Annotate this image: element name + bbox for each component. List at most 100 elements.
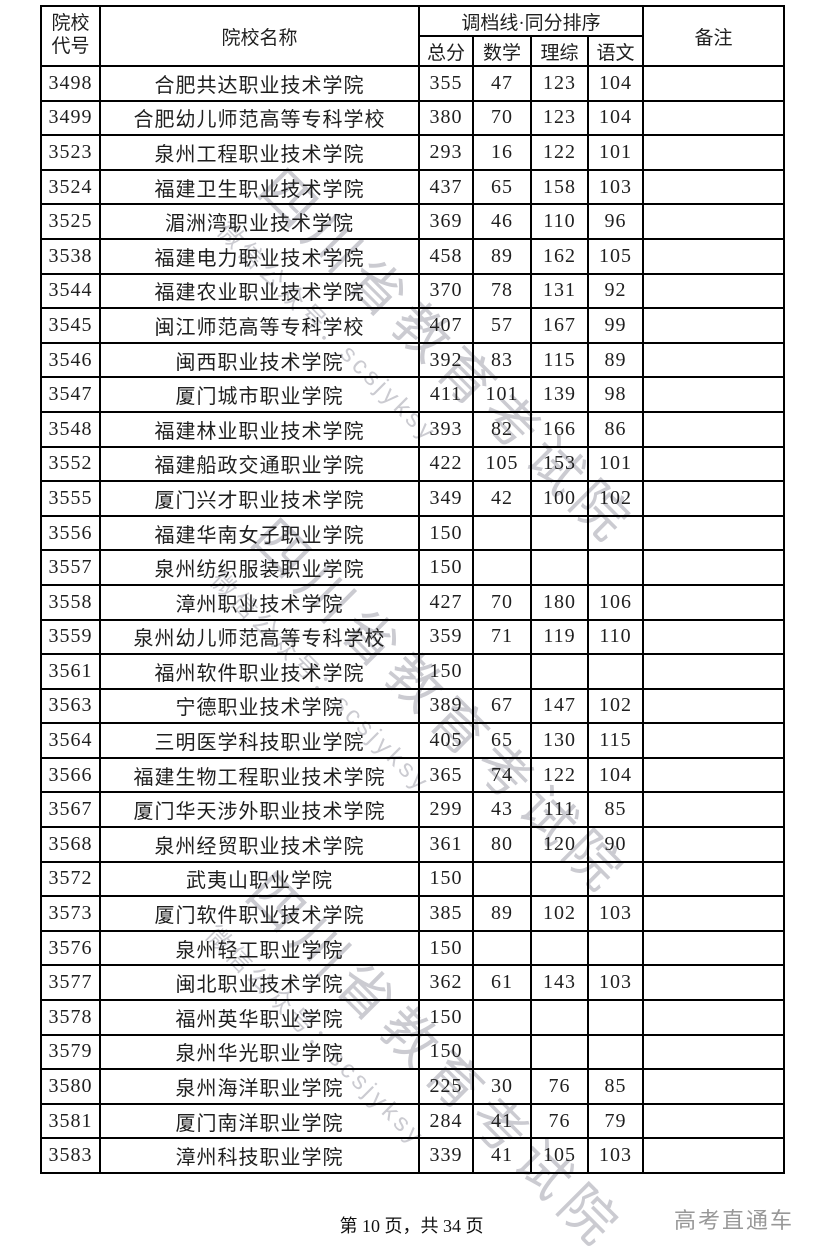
cell-total: 299 [418, 791, 474, 829]
cell-remark [642, 99, 786, 137]
cell-name: 泉州幼儿师范高等专科学校 [99, 618, 420, 656]
cell-total: 392 [418, 341, 474, 379]
cell-name: 闽西职业技术学院 [99, 341, 420, 379]
cell-code: 3552 [40, 445, 101, 483]
cell-math: 65 [472, 168, 532, 206]
cell-remark [642, 583, 786, 621]
cell-math [472, 929, 532, 967]
cell-total: 362 [418, 964, 474, 1002]
table-row: 3572 武夷山职业学院 150 [40, 860, 786, 898]
cell-math: 42 [472, 480, 532, 517]
cell-science [530, 999, 589, 1036]
cell-name: 湄洲湾职业技术学院 [99, 203, 420, 240]
cell-total: 150 [418, 999, 474, 1036]
cell-code: 3523 [40, 134, 101, 171]
table-row: 3546 闽西职业技术学院 392 83 115 89 [40, 341, 786, 379]
cell-name: 合肥共达职业技术学院 [99, 65, 420, 102]
table-row: 3556 福建华南女子职业学院 150 [40, 514, 786, 552]
cell-remark [642, 134, 786, 171]
cell-remark [642, 687, 786, 725]
table-row: 3557 泉州纺织服装职业学院 150 [40, 549, 786, 586]
cell-name: 福建电力职业技术学院 [99, 237, 420, 275]
cell-total: 405 [418, 722, 474, 759]
table-row: 3559 泉州幼儿师范高等专科学校 359 71 119 110 [40, 618, 786, 656]
cell-math: 16 [472, 134, 532, 171]
cell-name: 武夷山职业学院 [99, 860, 420, 898]
cell-math: 67 [472, 687, 532, 725]
cell-code: 3581 [40, 1102, 101, 1140]
table-row: 3548 福建林业职业技术学院 393 82 166 86 [40, 410, 786, 448]
cell-code: 3525 [40, 203, 101, 240]
cell-science [530, 653, 589, 690]
cell-code: 3524 [40, 168, 101, 206]
cell-math [472, 549, 532, 586]
table-row: 3567 厦门华天涉外职业技术学院 299 43 111 85 [40, 791, 786, 829]
cell-code: 3564 [40, 722, 101, 759]
table-row: 3566 福建生物工程职业技术学院 365 74 122 104 [40, 756, 786, 794]
cell-code: 3538 [40, 237, 101, 275]
cell-code: 3545 [40, 307, 101, 344]
cell-total: 150 [418, 860, 474, 898]
cell-remark [642, 999, 786, 1036]
cell-chinese [586, 929, 645, 967]
cell-science: 110 [530, 203, 589, 240]
cell-chinese [586, 653, 645, 690]
cell-code: 3558 [40, 583, 101, 621]
cell-science: 76 [530, 1102, 589, 1140]
cell-science [530, 929, 589, 967]
cell-total: 380 [418, 99, 474, 137]
table-row: 3538 福建电力职业技术学院 458 89 162 105 [40, 237, 786, 275]
header-chinese-score: 语文 [586, 35, 645, 67]
cell-name: 漳州科技职业学院 [99, 1137, 420, 1174]
cell-name: 泉州经贸职业技术学院 [99, 826, 420, 863]
cell-remark [642, 307, 786, 344]
cell-name: 泉州华光职业学院 [99, 1033, 420, 1071]
cell-name: 合肥幼儿师范高等专科学校 [99, 99, 420, 137]
cell-name: 漳州职业技术学院 [99, 583, 420, 621]
table-body: 3498 合肥共达职业技术学院 355 47 123 104 3499 合肥幼儿师范高等专科学… [40, 65, 786, 1174]
cell-name: 厦门城市职业学院 [99, 376, 420, 413]
cell-code: 3499 [40, 99, 101, 137]
cell-total: 361 [418, 826, 474, 863]
table-row: 3576 泉州轻工职业学院 150 [40, 929, 786, 967]
admission-score-table: 院校 代号 院校名称 调档线·同分排序 备注 总分 数学 理综 语文 3498 合… [40, 5, 786, 1174]
cell-math: 46 [472, 203, 532, 240]
cell-remark [642, 860, 786, 898]
table-row: 3545 闽江师范高等专科学校 407 57 167 99 [40, 307, 786, 344]
cell-chinese: 102 [586, 687, 645, 725]
cell-math: 41 [472, 1102, 532, 1140]
cell-code: 3498 [40, 65, 101, 102]
table-row: 3547 厦门城市职业学院 411 101 139 98 [40, 376, 786, 413]
cell-math [472, 653, 532, 690]
cell-total: 407 [418, 307, 474, 344]
table-row: 3561 福州软件职业技术学院 150 [40, 653, 786, 690]
cell-name: 福建华南女子职业学院 [99, 514, 420, 552]
cell-science: 153 [530, 445, 589, 483]
cell-math: 30 [472, 1068, 532, 1105]
cell-total: 385 [418, 895, 474, 932]
cell-name: 闽北职业技术学院 [99, 964, 420, 1002]
cell-chinese [586, 549, 645, 586]
cell-math: 80 [472, 826, 532, 863]
cell-code: 3578 [40, 999, 101, 1036]
table-row: 3498 合肥共达职业技术学院 355 47 123 104 [40, 65, 786, 102]
cell-total: 355 [418, 65, 474, 102]
cell-chinese: 86 [586, 410, 645, 448]
cell-chinese: 101 [586, 134, 645, 171]
cell-total: 458 [418, 237, 474, 275]
cell-name: 福建船政交通职业学院 [99, 445, 420, 483]
table-header: 院校 代号 院校名称 调档线·同分排序 备注 总分 数学 理综 语文 [40, 5, 786, 67]
cell-total: 437 [418, 168, 474, 206]
cell-remark [642, 272, 786, 310]
cell-chinese: 90 [586, 826, 645, 863]
cell-code: 3573 [40, 895, 101, 932]
cell-total: 339 [418, 1137, 474, 1174]
cell-code: 3544 [40, 272, 101, 310]
cell-chinese: 104 [586, 99, 645, 137]
cell-math: 71 [472, 618, 532, 656]
cell-name: 泉州轻工职业学院 [99, 929, 420, 967]
cell-remark [642, 1068, 786, 1105]
cell-name: 厦门兴才职业技术学院 [99, 480, 420, 517]
cell-total: 370 [418, 272, 474, 310]
